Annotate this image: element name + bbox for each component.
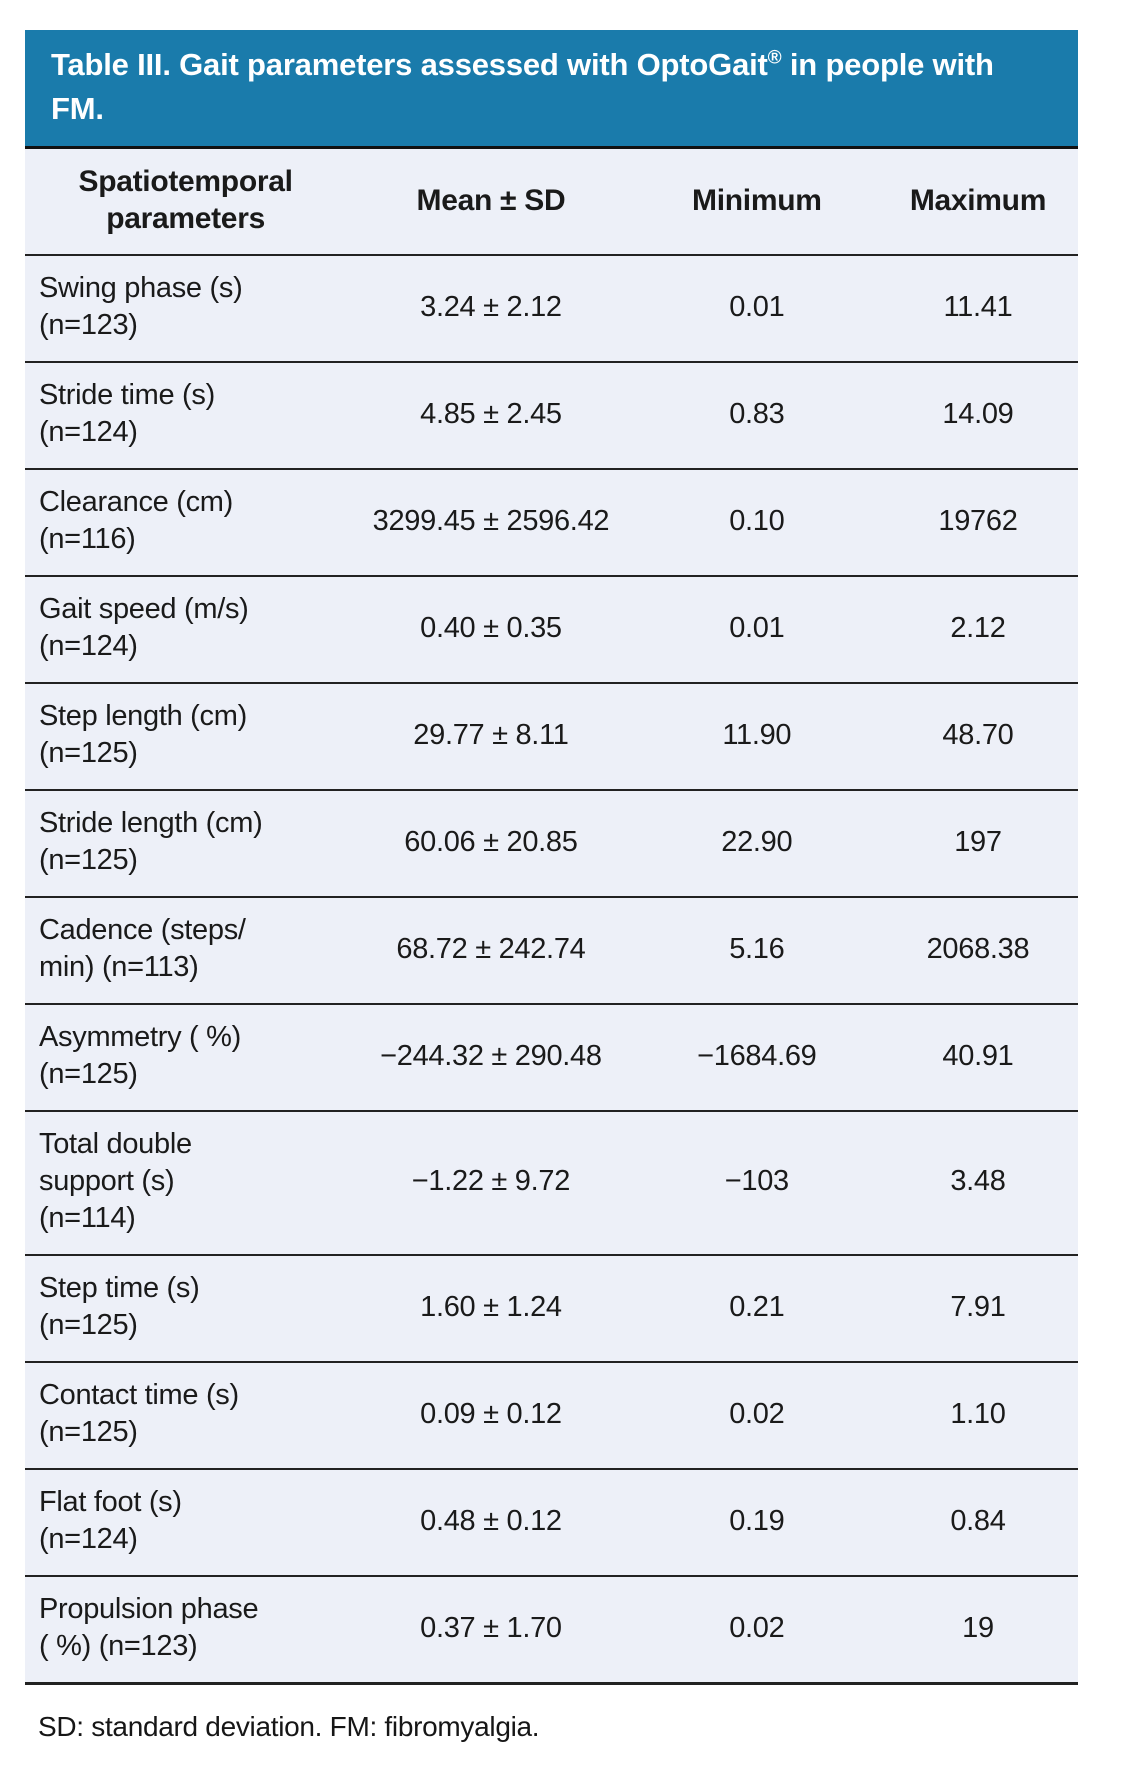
mean-sd-cell: 0.40 ± 0.35 bbox=[346, 576, 636, 684]
col-header-maximum: Maximum bbox=[877, 149, 1078, 256]
param-cell: Gait speed (m/s) (n=124) bbox=[25, 576, 347, 684]
param-cell: Swing phase (s) (n=123) bbox=[25, 255, 347, 363]
table-row: Total double support (s) (n=114) −1.22 ±… bbox=[25, 1111, 1078, 1256]
min-cell: 11.90 bbox=[635, 683, 878, 791]
min-cell: 0.21 bbox=[635, 1255, 878, 1363]
max-cell: 0.84 bbox=[877, 1469, 1078, 1577]
table-row: Step length (cm) (n=125) 29.77 ± 8.11 11… bbox=[25, 683, 1078, 791]
param-cell: Step length (cm) (n=125) bbox=[25, 683, 347, 791]
table-title-suffix: in people with FM. bbox=[51, 47, 994, 126]
max-cell: 19762 bbox=[877, 469, 1078, 577]
mean-sd-cell: 0.09 ± 0.12 bbox=[346, 1362, 636, 1470]
min-cell: 0.01 bbox=[635, 255, 878, 363]
param-cell: Step time (s) (n=125) bbox=[25, 1255, 347, 1363]
max-cell: 14.09 bbox=[877, 362, 1078, 470]
gait-parameters-table: Spatiotemporal parameters Mean ± SD Mini… bbox=[25, 149, 1078, 1685]
param-cell: Stride length (cm) (n=125) bbox=[25, 790, 347, 898]
max-cell: 2.12 bbox=[877, 576, 1078, 684]
footnote: SD: standard deviation. FM: fibromyalgia… bbox=[38, 1711, 540, 1742]
param-cell: Cadence (steps/ min) (n=113) bbox=[25, 897, 347, 1005]
mean-sd-cell: 3.24 ± 2.12 bbox=[346, 255, 636, 363]
mean-sd-cell: 1.60 ± 1.24 bbox=[346, 1255, 636, 1363]
table-row: Clearance (cm) (n=116) 3299.45 ± 2596.42… bbox=[25, 469, 1078, 577]
min-cell: 0.01 bbox=[635, 576, 878, 684]
max-cell: 48.70 bbox=[877, 683, 1078, 791]
table-row: Flat foot (s) (n=124) 0.48 ± 0.12 0.19 0… bbox=[25, 1469, 1078, 1577]
param-cell: Contact time (s) (n=125) bbox=[25, 1362, 347, 1470]
min-cell: 0.19 bbox=[635, 1469, 878, 1577]
mean-sd-cell: 3299.45 ± 2596.42 bbox=[346, 469, 636, 577]
min-cell: −1684.69 bbox=[635, 1004, 878, 1112]
mean-sd-cell: 0.37 ± 1.70 bbox=[346, 1576, 636, 1685]
table-title-prefix: Table III. Gait parameters assessed with… bbox=[51, 47, 768, 82]
mean-sd-cell: 4.85 ± 2.45 bbox=[346, 362, 636, 470]
min-cell: −103 bbox=[635, 1111, 878, 1256]
table-title-bar: Table III. Gait parameters assessed with… bbox=[25, 30, 1078, 149]
table-row: Swing phase (s) (n=123) 3.24 ± 2.12 0.01… bbox=[25, 255, 1078, 363]
min-cell: 0.83 bbox=[635, 362, 878, 470]
param-cell: Propulsion phase ( %) (n=123) bbox=[25, 1576, 347, 1685]
table-row: Contact time (s) (n=125) 0.09 ± 0.12 0.0… bbox=[25, 1362, 1078, 1470]
table-row: Cadence (steps/ min) (n=113) 68.72 ± 242… bbox=[25, 897, 1078, 1005]
table-figure: Table III. Gait parameters assessed with… bbox=[25, 30, 1078, 1743]
param-cell: Asymmetry ( %) (n=125) bbox=[25, 1004, 347, 1112]
max-cell: 3.48 bbox=[877, 1111, 1078, 1256]
max-cell: 2068.38 bbox=[877, 897, 1078, 1005]
table-row: Step time (s) (n=125) 1.60 ± 1.24 0.21 7… bbox=[25, 1255, 1078, 1363]
table-row: Stride time (s) (n=124) 4.85 ± 2.45 0.83… bbox=[25, 362, 1078, 470]
param-cell: Clearance (cm) (n=116) bbox=[25, 469, 347, 577]
max-cell: 19 bbox=[877, 1576, 1078, 1685]
table-row: Propulsion phase ( %) (n=123) 0.37 ± 1.7… bbox=[25, 1576, 1078, 1685]
mean-sd-cell: 60.06 ± 20.85 bbox=[346, 790, 636, 898]
registered-trademark: ® bbox=[767, 47, 782, 69]
col-header-minimum: Minimum bbox=[635, 149, 878, 256]
param-cell: Total double support (s) (n=114) bbox=[25, 1111, 347, 1256]
min-cell: 0.02 bbox=[635, 1362, 878, 1470]
table-title: Table III. Gait parameters assessed with… bbox=[51, 47, 994, 126]
max-cell: 7.91 bbox=[877, 1255, 1078, 1363]
mean-sd-cell: 29.77 ± 8.11 bbox=[346, 683, 636, 791]
max-cell: 11.41 bbox=[877, 255, 1078, 363]
min-cell: 22.90 bbox=[635, 790, 878, 898]
mean-sd-cell: 68.72 ± 242.74 bbox=[346, 897, 636, 1005]
max-cell: 1.10 bbox=[877, 1362, 1078, 1470]
header-row: Spatiotemporal parameters Mean ± SD Mini… bbox=[25, 149, 1078, 256]
table-row: Stride length (cm) (n=125) 60.06 ± 20.85… bbox=[25, 790, 1078, 898]
max-cell: 40.91 bbox=[877, 1004, 1078, 1112]
table-row: Asymmetry ( %) (n=125) −244.32 ± 290.48 … bbox=[25, 1004, 1078, 1112]
min-cell: 0.10 bbox=[635, 469, 878, 577]
max-cell: 197 bbox=[877, 790, 1078, 898]
mean-sd-cell: 0.48 ± 0.12 bbox=[346, 1469, 636, 1577]
mean-sd-cell: −1.22 ± 9.72 bbox=[346, 1111, 636, 1256]
min-cell: 5.16 bbox=[635, 897, 878, 1005]
col-header-mean-sd: Mean ± SD bbox=[346, 149, 636, 256]
param-cell: Stride time (s) (n=124) bbox=[25, 362, 347, 470]
col-header-parameters: Spatiotemporal parameters bbox=[25, 149, 347, 256]
mean-sd-cell: −244.32 ± 290.48 bbox=[346, 1004, 636, 1112]
min-cell: 0.02 bbox=[635, 1576, 878, 1685]
table-row: Gait speed (m/s) (n=124) 0.40 ± 0.35 0.0… bbox=[25, 576, 1078, 684]
param-cell: Flat foot (s) (n=124) bbox=[25, 1469, 347, 1577]
